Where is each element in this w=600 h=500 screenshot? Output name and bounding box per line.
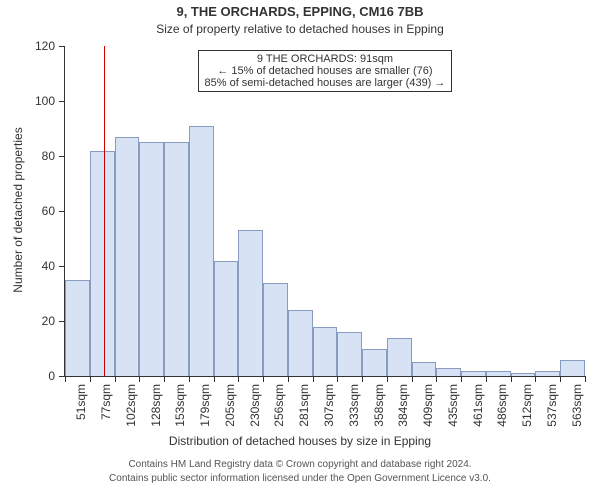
xtick-line xyxy=(65,376,66,382)
histogram-bar xyxy=(511,373,536,376)
ytick-line xyxy=(59,101,65,102)
xtick-label: 281sqm xyxy=(297,384,311,427)
histogram-bar xyxy=(214,261,239,377)
xtick-label: 230sqm xyxy=(248,384,262,427)
histogram-bar xyxy=(139,142,164,376)
xtick-label: 128sqm xyxy=(149,384,163,427)
xtick-line xyxy=(486,376,487,382)
y-axis-label: Number of detached properties xyxy=(11,110,25,310)
annotation-box: 9 THE ORCHARDS: 91sqm← 15% of detached h… xyxy=(198,50,453,92)
ytick-label: 40 xyxy=(42,259,55,273)
xtick-label: 537sqm xyxy=(545,384,559,427)
ytick-line xyxy=(59,266,65,267)
histogram-bar xyxy=(337,332,362,376)
ytick-label: 100 xyxy=(35,94,55,108)
ytick-line xyxy=(59,156,65,157)
histogram-bar xyxy=(90,151,115,377)
ytick-label: 60 xyxy=(42,204,55,218)
xtick-line xyxy=(189,376,190,382)
ytick-label: 80 xyxy=(42,149,55,163)
ytick-label: 120 xyxy=(35,39,55,53)
histogram-bar xyxy=(387,338,412,377)
xtick-line xyxy=(214,376,215,382)
xtick-label: 256sqm xyxy=(272,384,286,427)
histogram-bar xyxy=(238,230,263,376)
xtick-line xyxy=(461,376,462,382)
xtick-line xyxy=(362,376,363,382)
xtick-label: 384sqm xyxy=(396,384,410,427)
xtick-line xyxy=(412,376,413,382)
super-title: 9, THE ORCHARDS, EPPING, CM16 7BB xyxy=(0,4,600,19)
xtick-label: 435sqm xyxy=(446,384,460,427)
ytick-label: 0 xyxy=(48,369,55,383)
xtick-line xyxy=(164,376,165,382)
xtick-label: 333sqm xyxy=(347,384,361,427)
xtick-line xyxy=(139,376,140,382)
xtick-label: 358sqm xyxy=(372,384,386,427)
xtick-label: 51sqm xyxy=(74,384,88,420)
reference-line xyxy=(104,46,105,376)
xtick-line xyxy=(288,376,289,382)
histogram-bar xyxy=(115,137,140,376)
xtick-line xyxy=(337,376,338,382)
xtick-label: 486sqm xyxy=(495,384,509,427)
ytick-line xyxy=(59,211,65,212)
xtick-line xyxy=(560,376,561,382)
histogram-bar xyxy=(486,371,511,377)
histogram-bar xyxy=(65,280,90,376)
xtick-line xyxy=(263,376,264,382)
histogram-bar xyxy=(313,327,338,377)
ytick-label: 20 xyxy=(42,314,55,328)
histogram-bar xyxy=(461,371,486,377)
xtick-label: 77sqm xyxy=(99,384,113,420)
sub-title: Size of property relative to detached ho… xyxy=(0,22,600,36)
histogram-bar xyxy=(560,360,585,377)
histogram-bar xyxy=(535,371,560,377)
xtick-label: 205sqm xyxy=(223,384,237,427)
histogram-bar xyxy=(263,283,288,377)
xtick-line xyxy=(90,376,91,382)
annotation-line: 9 THE ORCHARDS: 91sqm xyxy=(205,53,446,65)
histogram-bar xyxy=(288,310,313,376)
xtick-label: 409sqm xyxy=(421,384,435,427)
xtick-label: 102sqm xyxy=(124,384,138,427)
chart-container: 9, THE ORCHARDS, EPPING, CM16 7BB Size o… xyxy=(0,0,600,500)
xtick-label: 307sqm xyxy=(322,384,336,427)
x-axis-label: Distribution of detached houses by size … xyxy=(0,434,600,448)
ytick-line xyxy=(59,46,65,47)
histogram-bar xyxy=(189,126,214,376)
xtick-label: 563sqm xyxy=(570,384,584,427)
plot-area: 02040608010012051sqm77sqm102sqm128sqm153… xyxy=(64,46,585,377)
xtick-line xyxy=(511,376,512,382)
footer-attribution: Contains HM Land Registry data © Crown c… xyxy=(0,458,600,485)
xtick-line xyxy=(238,376,239,382)
xtick-line xyxy=(387,376,388,382)
xtick-line xyxy=(313,376,314,382)
annotation-line: 85% of semi-detached houses are larger (… xyxy=(205,77,446,89)
annotation-line: ← 15% of detached houses are smaller (76… xyxy=(205,65,446,77)
histogram-bar xyxy=(164,142,189,376)
xtick-line xyxy=(535,376,536,382)
xtick-line xyxy=(585,376,586,382)
histogram-bar xyxy=(412,362,437,376)
xtick-label: 512sqm xyxy=(520,384,534,427)
xtick-label: 461sqm xyxy=(471,384,485,427)
xtick-line xyxy=(115,376,116,382)
xtick-label: 179sqm xyxy=(198,384,212,427)
footer-line-2: Contains public sector information licen… xyxy=(0,472,600,486)
histogram-bar xyxy=(362,349,387,377)
xtick-line xyxy=(436,376,437,382)
histogram-bar xyxy=(436,368,461,376)
xtick-label: 153sqm xyxy=(173,384,187,427)
footer-line-1: Contains HM Land Registry data © Crown c… xyxy=(0,458,600,472)
